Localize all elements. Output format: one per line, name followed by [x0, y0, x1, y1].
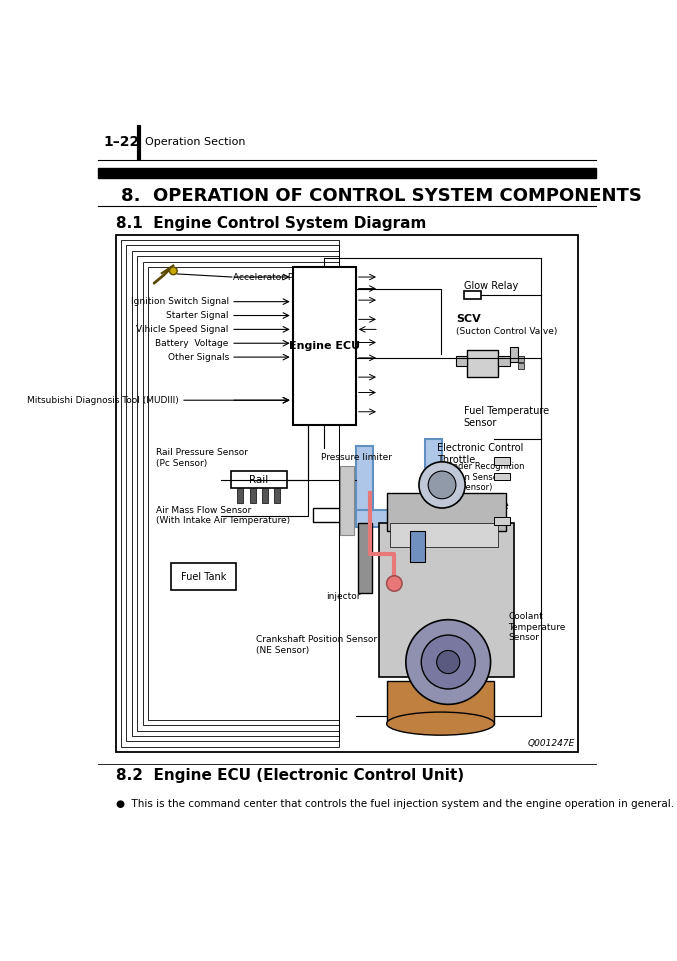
Bar: [387, 493, 506, 531]
Text: Rail Pressure Sensor
(Pc Sensor): Rail Pressure Sensor (Pc Sensor): [156, 448, 248, 468]
Text: 1–22: 1–22: [104, 136, 139, 149]
Bar: [456, 357, 467, 365]
Text: Fuel Tank: Fuel Tank: [181, 572, 226, 582]
Circle shape: [437, 651, 460, 674]
Text: Rail: Rail: [249, 475, 268, 484]
Bar: [237, 488, 244, 504]
Bar: [379, 524, 514, 678]
Text: Pressure limiter: Pressure limiter: [321, 454, 392, 462]
Text: 8.  OPERATION OF CONTROL SYSTEM COMPONENTS: 8. OPERATION OF CONTROL SYSTEM COMPONENT…: [121, 187, 642, 205]
Text: Vihicle Speed Signal: Vihicle Speed Signal: [136, 325, 229, 333]
Text: ●  This is the command center that controls the fuel injection system and the en: ● This is the command center that contro…: [116, 800, 674, 809]
Text: Q001247E: Q001247E: [528, 739, 575, 749]
Bar: [132, 251, 339, 736]
Bar: [143, 261, 339, 726]
Text: Mitsubishi Diagnosis Tool (MUDIII): Mitsubishi Diagnosis Tool (MUDIII): [27, 396, 179, 405]
Bar: [262, 488, 268, 504]
Text: Starter Signal: Starter Signal: [167, 311, 229, 320]
Bar: [517, 356, 524, 361]
Text: Accelerator Position Sensor: Accelerator Position Sensor: [233, 273, 357, 282]
Bar: [410, 531, 425, 562]
Bar: [510, 347, 517, 362]
Text: Other Signals: Other Signals: [167, 353, 229, 361]
Text: SCV: SCV: [456, 314, 481, 325]
Bar: [148, 267, 339, 720]
Bar: [98, 167, 596, 179]
Circle shape: [169, 267, 177, 275]
Text: Air Mass Flow Sensor
(With Intake Air Temperature): Air Mass Flow Sensor (With Intake Air Te…: [156, 506, 290, 526]
Text: Cylinder Recognition
Position Sensor
(TDC Sensor): Cylinder Recognition Position Sensor (TD…: [437, 462, 524, 492]
Bar: [517, 363, 524, 369]
Bar: [425, 439, 442, 501]
Ellipse shape: [387, 712, 494, 735]
Bar: [341, 466, 354, 535]
Bar: [274, 488, 280, 504]
Bar: [116, 234, 578, 752]
Text: Engine ECU: Engine ECU: [288, 341, 359, 351]
Bar: [171, 563, 236, 590]
Bar: [356, 447, 373, 524]
Bar: [464, 291, 481, 299]
Text: Coolant
Temperature
Sensor: Coolant Temperature Sensor: [508, 612, 566, 642]
Bar: [494, 457, 510, 465]
Bar: [231, 471, 286, 488]
Bar: [313, 508, 341, 522]
Bar: [127, 245, 339, 741]
Text: Electronic Control
Throttle: Electronic Control Throttle: [437, 443, 523, 465]
Text: Crankshaft Position Sensor
(NE Sensor): Crankshaft Position Sensor (NE Sensor): [256, 635, 377, 654]
Text: Ignition Switch Signal: Ignition Switch Signal: [131, 297, 229, 307]
Bar: [250, 488, 256, 504]
Text: 8.2  Engine ECU (Electronic Control Unit): 8.2 Engine ECU (Electronic Control Unit): [116, 769, 464, 783]
Circle shape: [406, 620, 491, 704]
Circle shape: [428, 471, 456, 499]
Bar: [467, 350, 498, 377]
Text: Battery  Voltage: Battery Voltage: [156, 338, 229, 348]
Text: 8.1  Engine Control System Diagram: 8.1 Engine Control System Diagram: [116, 215, 426, 231]
Bar: [137, 257, 339, 730]
Text: Glow Relay: Glow Relay: [464, 282, 518, 291]
Bar: [358, 524, 372, 593]
Bar: [356, 510, 441, 528]
Bar: [494, 517, 510, 525]
Text: Operation Section: Operation Section: [145, 137, 245, 147]
Bar: [121, 240, 339, 747]
Bar: [498, 357, 510, 365]
Text: injector: injector: [326, 592, 361, 601]
Bar: [391, 524, 498, 547]
Circle shape: [387, 576, 402, 591]
Text: (Sucton Control Valve): (Sucton Control Valve): [456, 327, 557, 336]
Bar: [292, 267, 356, 425]
Text: Fuel Temperature
Sensor: Fuel Temperature Sensor: [464, 407, 549, 428]
Bar: [387, 681, 494, 724]
Circle shape: [421, 635, 475, 689]
Bar: [494, 473, 510, 480]
Text: Turbo Pressure
Sensor: Turbo Pressure Sensor: [437, 501, 508, 523]
Circle shape: [419, 462, 465, 508]
